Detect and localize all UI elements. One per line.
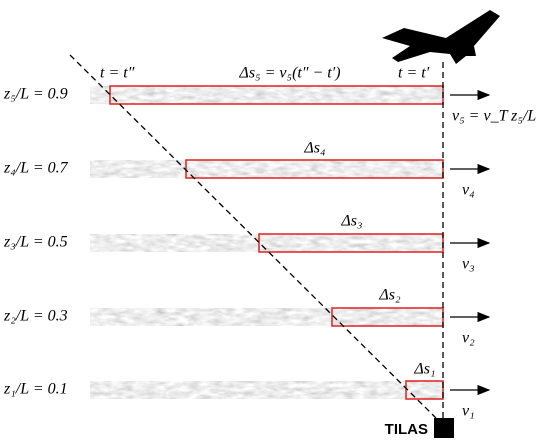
rows: z₅/L = 0.9 Δs₅ = v₅(t″ − t′) v₅ = v_T z₅/L… (3, 65, 536, 420)
ice-strip (90, 234, 443, 252)
time-label: t = t′ (398, 65, 430, 82)
velocity-label: v₄ (462, 182, 475, 199)
shift-box (405, 380, 444, 400)
height-label: z₅/L = 0.9 (3, 86, 68, 103)
ice-strip (90, 86, 443, 104)
diagonal-line (69, 54, 437, 419)
shift-label: Δs₁ (413, 361, 435, 378)
shift-label: Δs₅ = v₅(t″ − t′) (238, 65, 340, 82)
shift-label: Δs₄ (303, 140, 325, 157)
shift-box (185, 159, 444, 179)
ice-strip (90, 381, 443, 399)
height-label: z₃/L = 0.5 (3, 234, 68, 251)
velocity-label: v₁ (462, 403, 475, 420)
time-label: t = t″ (100, 65, 135, 82)
height-label: z₄/L = 0.7 (3, 160, 69, 177)
station-label: TILAS (385, 421, 428, 438)
ice-strip (90, 160, 443, 178)
velocity-label: v₂ (462, 330, 475, 347)
velocity-label: v₅ = v_T z₅/L (452, 108, 536, 125)
height-label: z₂/L = 0.3 (3, 308, 68, 325)
shift-label: Δs₃ (340, 213, 362, 230)
velocity-label: v₃ (462, 256, 475, 273)
ice-strip (90, 308, 443, 326)
shift-label: Δs₂ (378, 287, 401, 304)
aircraft (382, 10, 500, 64)
height-label: z₁/L = 0.1 (3, 381, 68, 398)
station-marker (434, 418, 454, 438)
